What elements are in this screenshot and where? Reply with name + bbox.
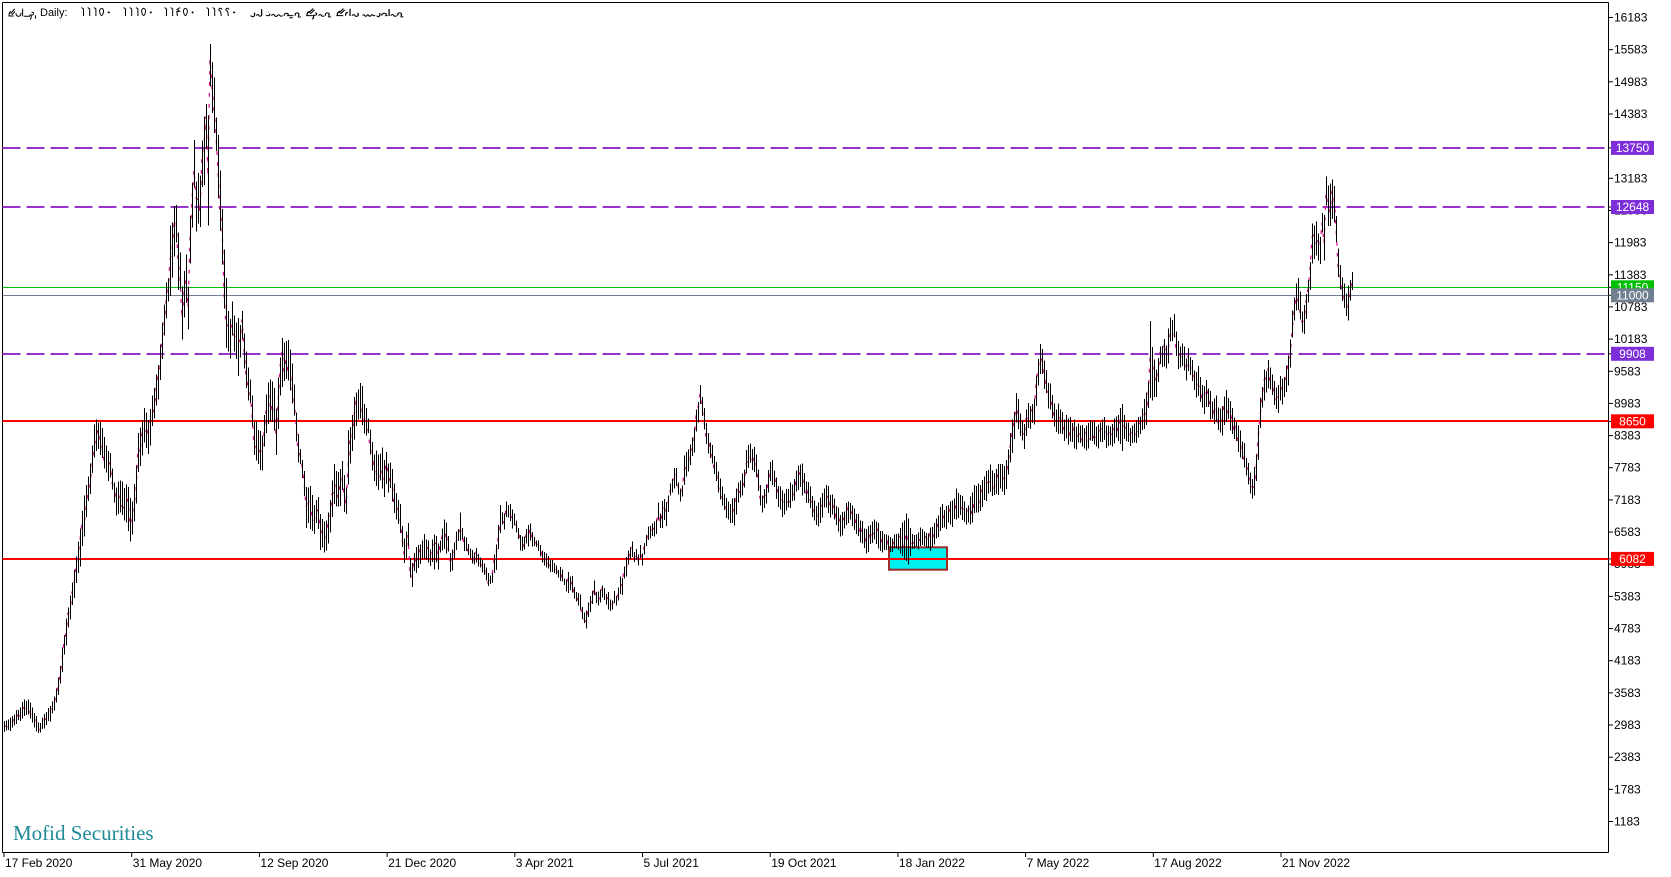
svg-text:9908: 9908 [1619,347,1646,361]
svg-text:18 Jan 2022: 18 Jan 2022 [899,856,965,870]
svg-text:14983: 14983 [1614,75,1648,89]
svg-text:1183: 1183 [1614,815,1640,829]
svg-text:Mofid Securities: Mofid Securities [13,821,154,845]
svg-text:21 Dec 2020: 21 Dec 2020 [388,856,456,870]
svg-text:13183: 13183 [1614,171,1648,185]
svg-text:5 Jul 2021: 5 Jul 2021 [644,856,700,870]
svg-text:13750: 13750 [1616,141,1650,155]
svg-text:3583: 3583 [1614,686,1641,700]
svg-text:Daily:: Daily: [40,7,68,19]
svg-text:15583: 15583 [1614,43,1648,57]
svg-text:19 Oct 2021: 19 Oct 2021 [771,856,837,870]
svg-text:8383: 8383 [1614,429,1641,443]
svg-text:17 Feb 2020: 17 Feb 2020 [5,856,73,870]
svg-text:31 May 2020: 31 May 2020 [133,856,203,870]
svg-text:9583: 9583 [1614,364,1641,378]
svg-text:7183: 7183 [1614,493,1641,507]
svg-text:11383: 11383 [1614,268,1647,282]
svg-text:12648: 12648 [1616,200,1650,214]
svg-text:14383: 14383 [1614,107,1648,121]
svg-text:4783: 4783 [1614,622,1641,636]
svg-text:21 Nov 2022: 21 Nov 2022 [1282,856,1350,870]
svg-text:7783: 7783 [1614,461,1641,475]
svg-text:10783: 10783 [1614,300,1648,314]
svg-text:5383: 5383 [1614,589,1641,603]
svg-text:16183: 16183 [1614,11,1648,25]
svg-text:6583: 6583 [1614,525,1641,539]
svg-text:1783: 1783 [1614,782,1641,796]
svg-text:12 Sep 2020: 12 Sep 2020 [260,856,328,870]
svg-text:2983: 2983 [1614,718,1641,732]
svg-text:3 Apr 2021: 3 Apr 2021 [516,856,574,870]
svg-text:11983: 11983 [1614,236,1647,250]
svg-text:17 Aug 2022: 17 Aug 2022 [1154,856,1222,870]
svg-text:8650: 8650 [1619,414,1646,428]
svg-text:11000: 11000 [1616,288,1649,302]
svg-text:2383: 2383 [1614,750,1641,764]
svg-text:6082: 6082 [1619,552,1646,566]
svg-text:10183: 10183 [1614,332,1648,346]
svg-text:4183: 4183 [1614,654,1641,668]
svg-text:8983: 8983 [1614,396,1641,410]
svg-text:7 May 2022: 7 May 2022 [1027,856,1090,870]
